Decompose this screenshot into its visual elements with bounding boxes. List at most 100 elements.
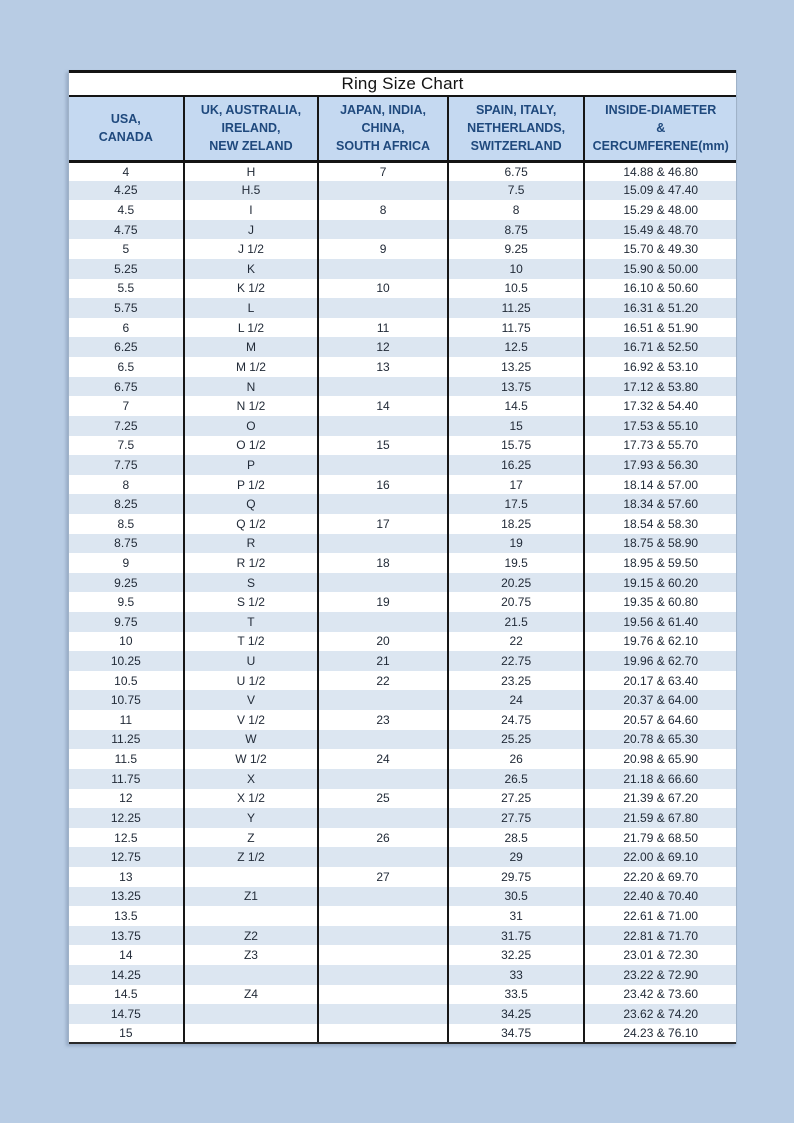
table-cell [317, 259, 448, 279]
table-cell: 19.5 [446, 553, 585, 573]
table-cell: Y [182, 808, 319, 828]
table-cell: Z [182, 827, 319, 848]
table-cell [317, 768, 448, 789]
table-cell: 14.88 & 46.80 [583, 161, 736, 181]
table-cell: 14 [69, 945, 184, 965]
table-cell: 15.29 & 48.00 [583, 200, 736, 220]
table-cell: 4 [69, 161, 184, 181]
table-cell: 31 [446, 906, 585, 926]
table-cell: Z 1/2 [182, 847, 319, 867]
table-cell: R [182, 533, 319, 554]
table-row: 10.75 V 24 20.37 & 64.00 [69, 690, 736, 711]
table-cell: 19 [446, 533, 585, 554]
table-cell: W 1/2 [182, 749, 319, 769]
table-row: 13 27 29.75 22.20 & 69.70 [69, 866, 736, 887]
table-row: 14.75 34.25 23.62 & 74.20 [69, 1004, 736, 1024]
table-cell: 17 [317, 513, 448, 534]
table-cell: 6 [69, 317, 184, 338]
table-row: 5.75 L 11.25 16.31 & 51.20 [69, 298, 736, 318]
table-cell: N 1/2 [182, 396, 319, 416]
table-row: 13.75 Z2 31.75 22.81 & 71.70 [69, 925, 736, 946]
table-cell: 22 [446, 631, 585, 652]
ring-size-table-body: 4 H 7 6.75 14.88 & 46.80 4.25 H.5 7.5 15.09 & 47… [69, 161, 736, 1045]
table-cell: 7.5 [69, 435, 184, 456]
table-cell: O [182, 415, 319, 436]
table-cell: 24.75 [446, 710, 585, 730]
table-cell: 29 [446, 847, 585, 867]
table-cell: 17.53 & 55.10 [583, 415, 736, 436]
table-cell: 33.5 [446, 984, 585, 1005]
chart-title: Ring Size Chart [69, 70, 736, 97]
table-cell: 31.75 [446, 925, 585, 946]
table-cell: 12 [317, 337, 448, 358]
table-cell: 13.25 [446, 357, 585, 377]
table-cell: 25 [317, 788, 448, 809]
table-cell: 9.25 [69, 572, 184, 593]
table-cell: U 1/2 [182, 670, 319, 691]
table-row: 6.5 M 1/2 13 13.25 16.92 & 53.10 [69, 357, 736, 377]
table-cell: 15.49 & 48.70 [583, 219, 736, 240]
table-cell: 10.5 [446, 278, 585, 299]
table-cell: 11.75 [69, 768, 184, 789]
table-cell: 27 [317, 866, 448, 887]
table-cell: Z3 [182, 945, 319, 965]
table-cell: 18.95 & 59.50 [583, 553, 736, 573]
table-cell: 24.23 & 76.10 [583, 1023, 736, 1045]
table-cell: 5.25 [69, 259, 184, 279]
table-cell: O 1/2 [182, 435, 319, 456]
table-cell: 20.78 & 65.30 [583, 729, 736, 750]
table-row: 5.25 K 10 15.90 & 50.00 [69, 259, 736, 279]
table-cell: 6.5 [69, 357, 184, 377]
table-cell [317, 1004, 448, 1024]
table-cell: 12.5 [446, 337, 585, 358]
table-cell: K [182, 259, 319, 279]
table-cell: 4.75 [69, 219, 184, 240]
table-cell: 27.25 [446, 788, 585, 809]
table-row: 8.5 Q 1/2 17 18.25 18.54 & 58.30 [69, 513, 736, 534]
table-cell: 24 [446, 690, 585, 711]
table-cell: 20.17 & 63.40 [583, 670, 736, 691]
table-cell: 19.96 & 62.70 [583, 651, 736, 671]
table-row: 6.25 M 12 12.5 16.71 & 52.50 [69, 337, 736, 358]
table-cell: K 1/2 [182, 278, 319, 299]
table-cell: 7.75 [69, 455, 184, 475]
table-cell: 9.75 [69, 612, 184, 632]
table-cell: 8 [69, 474, 184, 495]
table-cell: 11.75 [446, 317, 585, 338]
table-cell: M 1/2 [182, 357, 319, 377]
table-cell [317, 925, 448, 946]
table-cell: J [182, 219, 319, 240]
table-cell: 13.5 [69, 906, 184, 926]
table-cell: 8.25 [69, 494, 184, 514]
table-cell: 7 [317, 161, 448, 181]
table-cell: 22.81 & 71.70 [583, 925, 736, 946]
table-cell: 22.61 & 71.00 [583, 906, 736, 926]
table-cell: L 1/2 [182, 317, 319, 338]
table-row: 4 H 7 6.75 14.88 & 46.80 [69, 161, 736, 181]
table-cell: 17.12 & 53.80 [583, 376, 736, 397]
table-cell: 19.15 & 60.20 [583, 572, 736, 593]
table-cell: 8 [317, 200, 448, 220]
table-cell: 20.25 [446, 572, 585, 593]
table-cell: 30.5 [446, 886, 585, 907]
table-cell: 15.09 & 47.40 [583, 180, 736, 201]
table-cell [317, 494, 448, 514]
table-cell: 24 [317, 749, 448, 769]
table-row: 11.5 W 1/2 24 26 20.98 & 65.90 [69, 749, 736, 769]
table-cell: 20.57 & 64.60 [583, 710, 736, 730]
table-cell: 17.32 & 54.40 [583, 396, 736, 416]
table-row: 14 Z3 32.25 23.01 & 72.30 [69, 945, 736, 965]
table-row: 11.75 X 26.5 21.18 & 66.60 [69, 768, 736, 789]
table-cell: 11 [69, 710, 184, 730]
table-cell: 7.25 [69, 415, 184, 436]
table-cell: 26 [317, 827, 448, 848]
table-cell: M [182, 337, 319, 358]
table-cell: 29.75 [446, 866, 585, 887]
table-row: 15 34.75 24.23 & 76.10 [69, 1023, 736, 1045]
table-cell [317, 219, 448, 240]
table-cell: 34.75 [446, 1023, 585, 1045]
